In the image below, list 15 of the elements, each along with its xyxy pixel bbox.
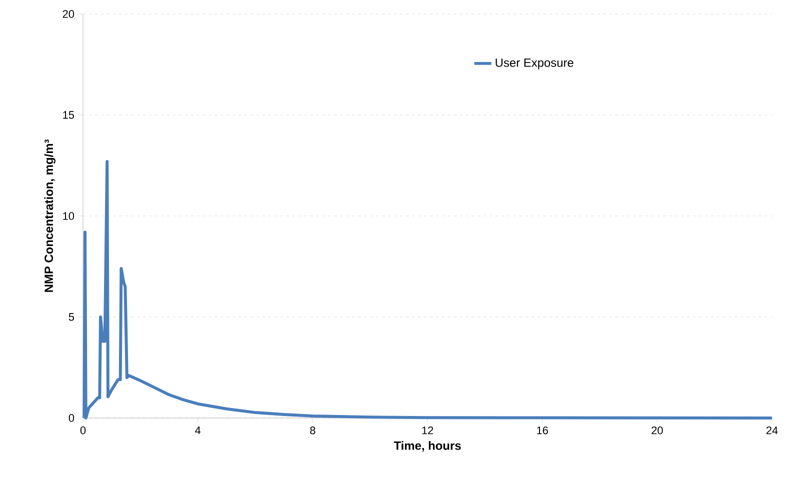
x-tick-label: 4 — [195, 426, 201, 434]
y-tick-label: 15 — [63, 111, 74, 119]
y-tick-label: 20 — [62, 10, 74, 18]
legend-label: User Exposure — [496, 58, 574, 70]
x-axis-title: Time, hours — [394, 441, 461, 452]
y-axis-title: NMP Concentration, mg/m³ — [44, 140, 56, 292]
y-tick-label: 0 — [68, 414, 74, 422]
y-tick-label: 5 — [68, 313, 74, 321]
x-tick-label: 24 — [766, 426, 778, 434]
y-tick-label: 10 — [63, 212, 74, 220]
x-tick-label: 12 — [422, 426, 434, 434]
x-tick-label: 8 — [310, 426, 316, 434]
x-tick-label: 0 — [80, 426, 86, 434]
x-tick-label: 16 — [537, 426, 548, 434]
x-tick-label: 20 — [652, 426, 663, 434]
